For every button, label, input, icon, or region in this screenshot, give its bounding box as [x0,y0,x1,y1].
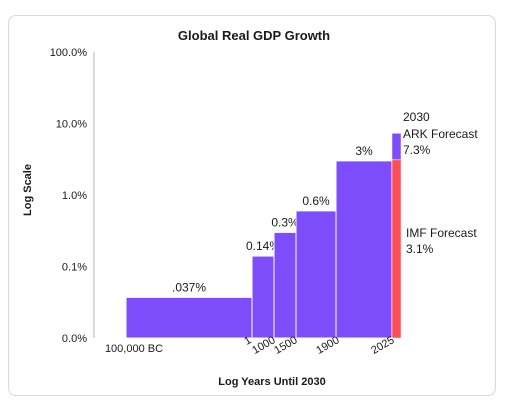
y-tick-label: 100.0% [50,47,88,59]
x-tick-label: 1 [242,334,253,347]
imf-forecast-label: IMF Forecast [406,226,477,240]
bar-imf-forecast [391,159,402,339]
bar-value-label: .037% [172,280,206,294]
bar-value-label: 0.14% [246,239,280,253]
forecast-year-label: 2030 [403,110,430,124]
bar-period-0 [125,296,253,339]
bar-period-2 [273,231,297,339]
chart-title: Global Real GDP Growth [178,28,330,43]
y-tick-label: 0.1% [62,262,87,274]
ark-forecast-value: 7.3% [403,143,431,157]
bar-ark-forecast [391,133,402,161]
bar-value-label: 0.3% [271,215,299,229]
ark-forecast-label: ARK Forecast [403,127,478,141]
y-tick-label: 0.0% [62,333,87,345]
bar-value-label: 0.6% [302,194,330,208]
bar-period-1 [251,255,275,339]
imf-forecast-value: 3.1% [406,242,434,256]
bar-period-3 [295,210,337,339]
x-axis-title: Log Years Until 2030 [218,376,325,388]
bar-value-label: 3% [355,144,373,158]
y-tick-label: 10.0% [56,119,87,131]
bar-period-4 [335,160,393,339]
y-tick-label: 1.0% [62,190,87,202]
y-axis-title: Log Scale [22,164,34,216]
x-tick-label: 100,000 BC [105,343,163,355]
